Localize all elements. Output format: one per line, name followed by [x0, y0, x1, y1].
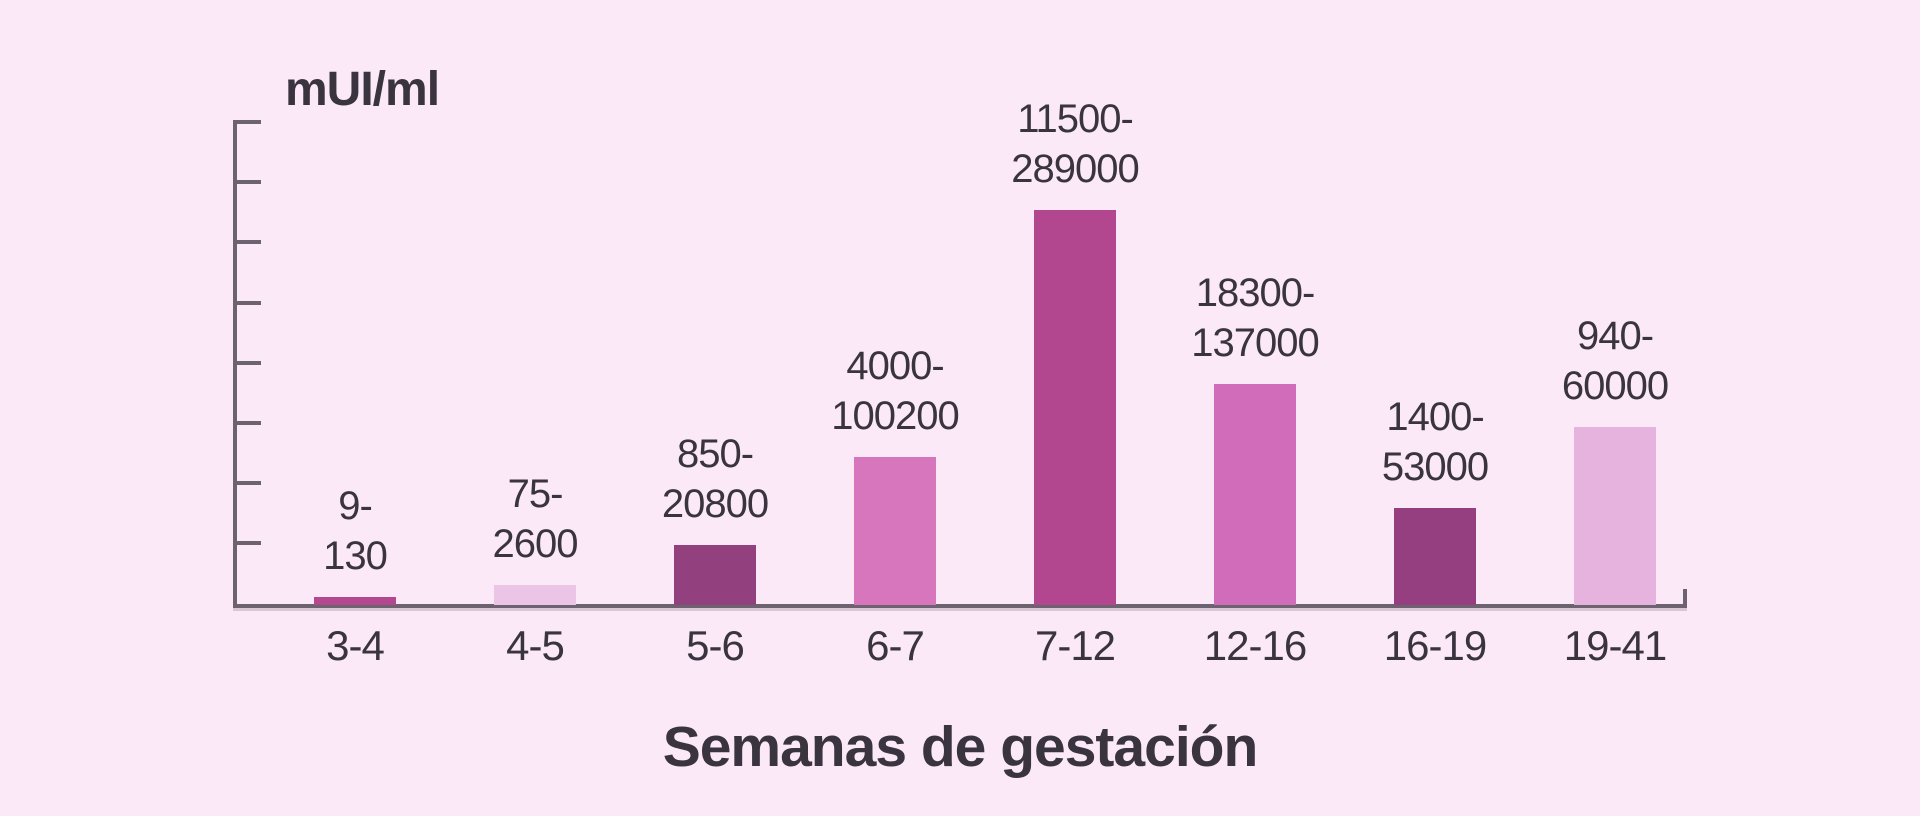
x-axis-category-label: 7-12 — [1034, 622, 1116, 669]
bar-value-label: 850- 20800 — [661, 429, 769, 529]
y-axis-tick — [233, 120, 261, 124]
y-axis-tick — [233, 180, 261, 184]
bar — [1034, 210, 1116, 605]
bar-value-label-line: 850- — [676, 432, 754, 476]
bar-value-label-line: 75- — [507, 472, 564, 516]
bar-value-label-line: 940- — [1576, 314, 1654, 358]
bar-value-label-line: 1400- — [1386, 395, 1484, 439]
bar-value-label-line: 130 — [323, 534, 388, 578]
bar-value-label-line: 9- — [338, 484, 373, 528]
x-axis-category-label: 6-7 — [866, 622, 925, 669]
bar-value-label-line: 137000 — [1191, 321, 1319, 365]
x-axis-category-label: 3-4 — [326, 622, 385, 669]
x-axis-category-label: 4-5 — [506, 622, 565, 669]
y-axis-tick — [233, 361, 261, 365]
bar-value-label: 4000- 100200 — [831, 341, 959, 441]
bar-value-label: 1400- 53000 — [1381, 392, 1489, 492]
x-axis-category-label: 5-6 — [686, 622, 745, 669]
bar — [674, 545, 756, 605]
x-axis-category-label: 12-16 — [1203, 622, 1307, 669]
y-axis-unit-label: mUI/ml — [285, 63, 440, 116]
bar-value-label-line: 60000 — [1561, 364, 1669, 408]
bar — [494, 585, 576, 605]
x-axis-category-label: 19-41 — [1563, 622, 1667, 669]
bar-value-label: 11500- 289000 — [1011, 94, 1139, 194]
y-axis-tick — [233, 240, 261, 244]
y-axis-tick — [233, 421, 261, 425]
x-axis-title: Semanas de gestación — [662, 715, 1259, 779]
bar — [1214, 384, 1296, 605]
plot-area: 9- 130 3-4 75- 2600 4-5 850- 20800 5-6 4000- 10020… — [233, 97, 1687, 669]
bar — [314, 597, 396, 605]
bar-value-label-line: 289000 — [1011, 147, 1139, 191]
bar — [1394, 508, 1476, 605]
x-axis-line — [233, 604, 1687, 608]
bar-value-label-line: 4000- — [846, 344, 944, 388]
bar — [854, 457, 936, 605]
y-axis-tick — [233, 541, 261, 545]
bar — [1574, 427, 1656, 605]
x-axis-end-tick — [1683, 589, 1687, 608]
bar-value-label-line: 18300- — [1195, 271, 1316, 315]
bar-value-label: 18300- 137000 — [1191, 268, 1319, 368]
bar-value-label: 75- 2600 — [492, 469, 579, 569]
bar-value-label-line: 100200 — [831, 394, 959, 438]
y-axis-tick — [233, 301, 261, 305]
bar-value-label-line: 2600 — [492, 522, 579, 566]
bar-value-label-line: 11500- — [1017, 97, 1134, 141]
bar-value-label-line: 20800 — [661, 482, 769, 526]
bar-value-label-line: 53000 — [1381, 445, 1489, 489]
x-axis-category-label: 16-19 — [1383, 622, 1487, 669]
bar-value-label: 9- 130 — [323, 481, 388, 581]
bar-value-label: 940- 60000 — [1561, 311, 1669, 411]
y-axis-tick — [233, 481, 261, 485]
